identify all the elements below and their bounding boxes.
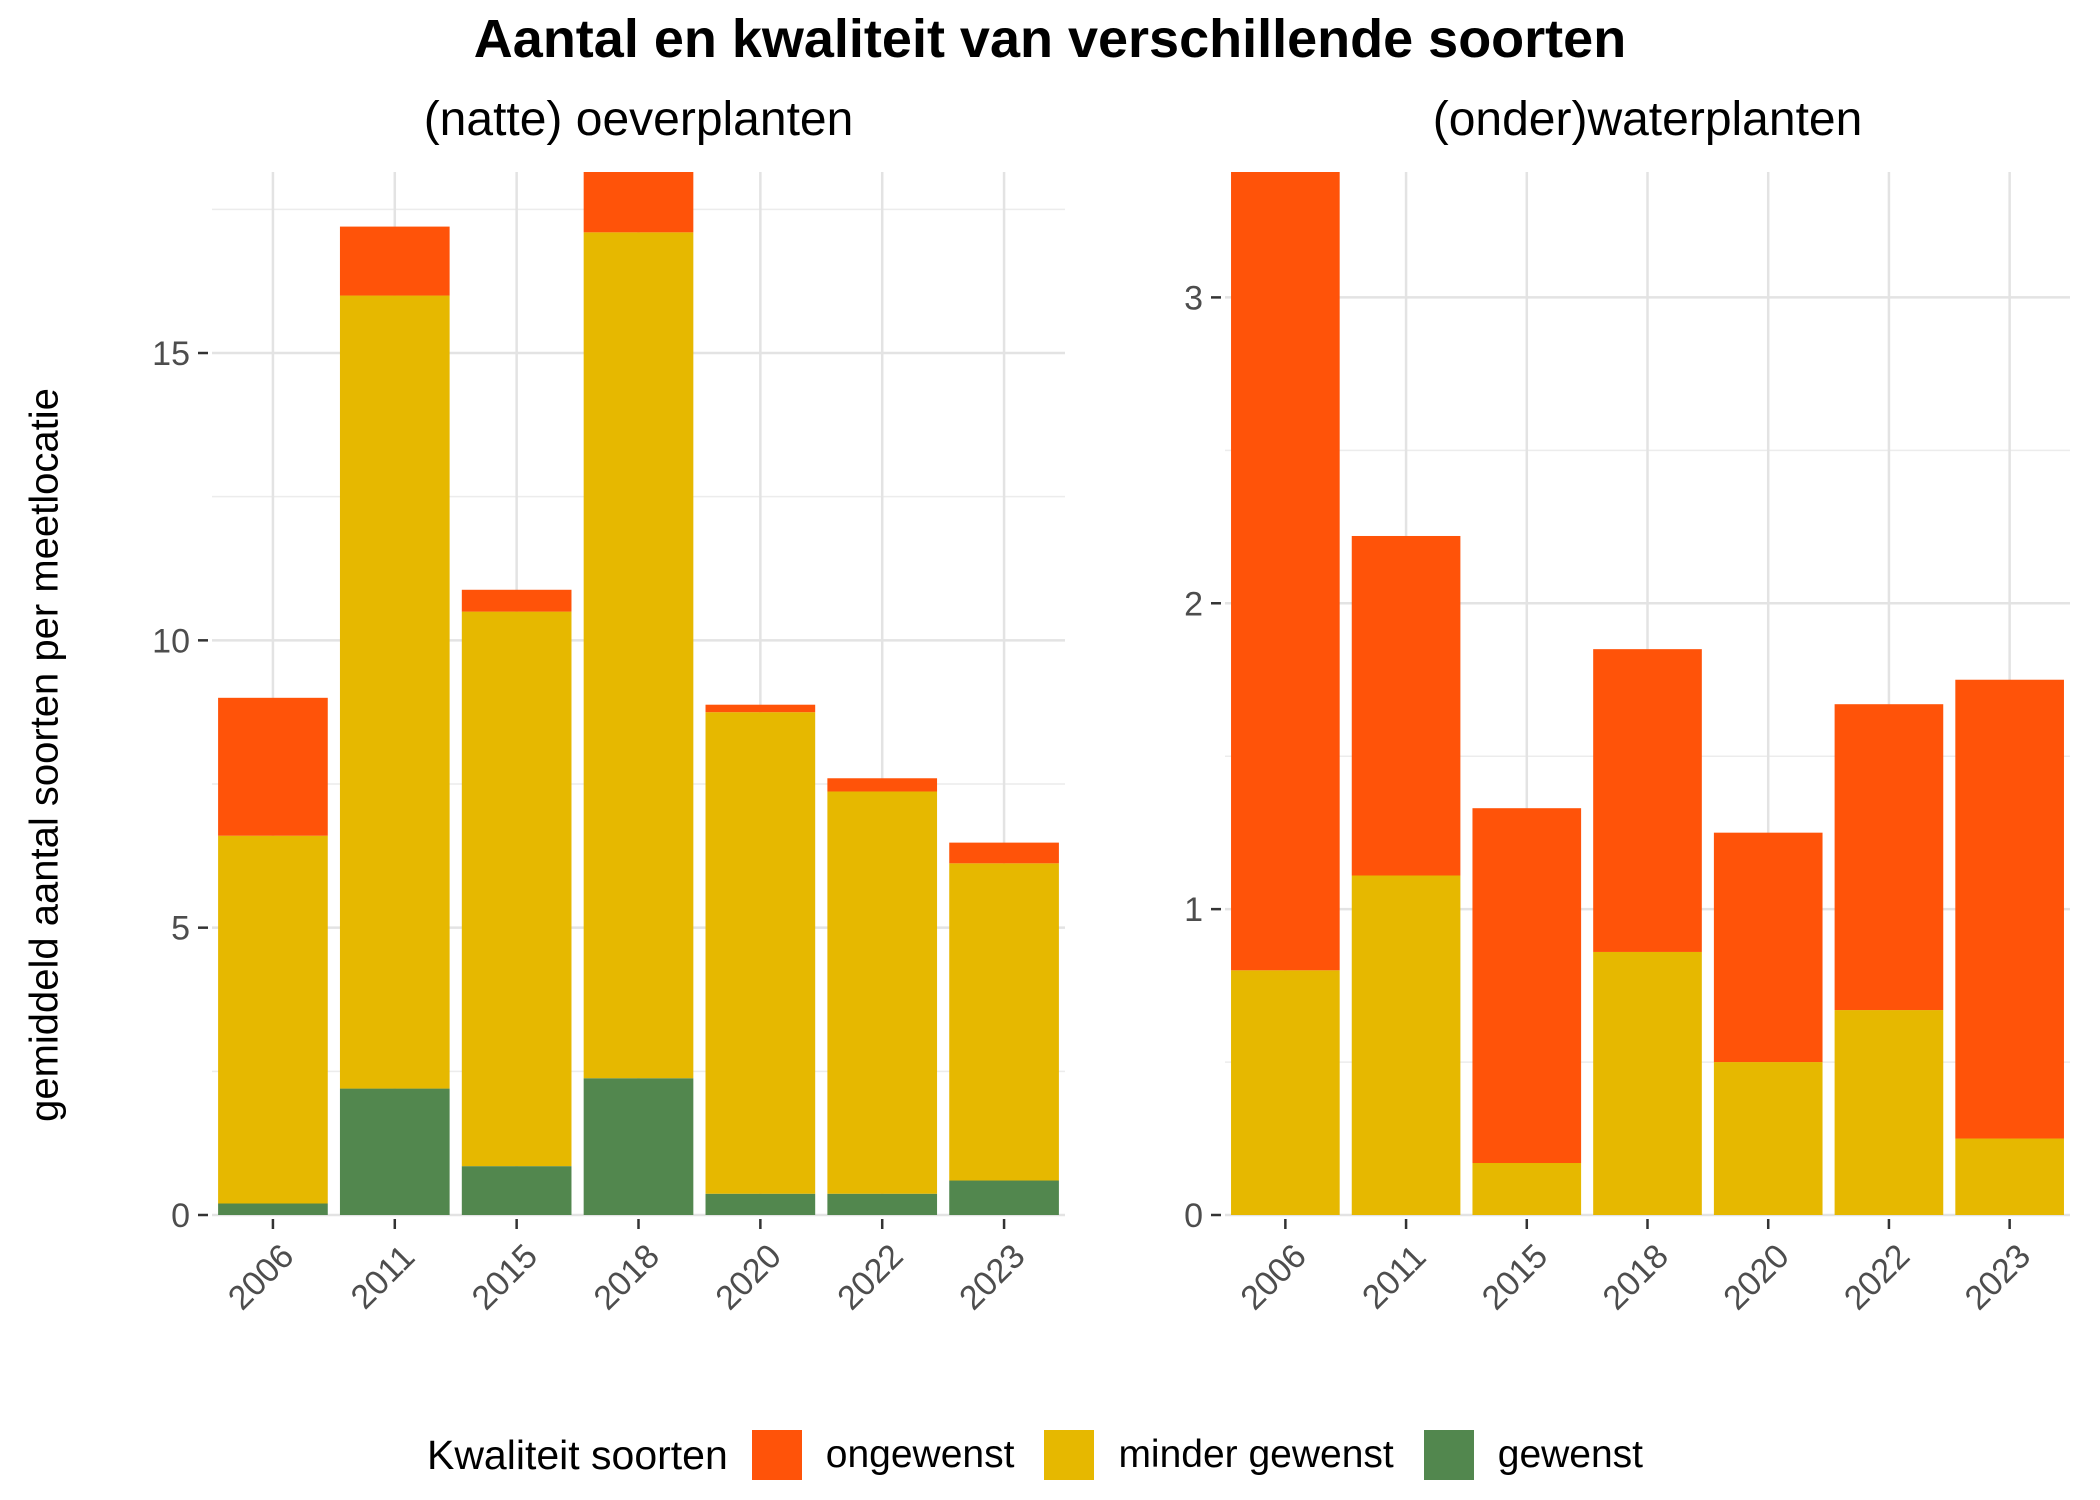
bar-2018-ongewenst [1593,649,1702,952]
panel-oeverplanten: (natte) oeverplanten 0 5 10 15 2006 2011 2015 20… [152,93,1065,1317]
bar-2023-ongewenst [949,842,1059,864]
bar-2023-ongewenst [1955,679,2064,1139]
bar-2022-ongewenst [1834,704,1944,1011]
bar-2015-gewenst [461,1166,572,1215]
bar-2006-ongewenst [218,697,328,836]
legend-key-ongewenst [751,1430,802,1480]
bar-2011-ongewenst [1351,535,1461,876]
legend-item-minder-gewenst: minder gewenst [1044,1430,1394,1480]
legend-item-ongewenst: ongewenst [751,1430,1015,1480]
legend-label-gewenst: gewenst [1497,1433,1644,1476]
bar-2020-ongewenst [1713,832,1823,1063]
bar-2022-minder-gewenst [1834,1010,1944,1215]
bar-2015-ongewenst [1472,808,1582,1164]
x-tick-label: 2022 [830,1237,910,1317]
x-tick-label: 2023 [952,1237,1032,1317]
panel-title: (natte) oeverplanten [424,93,854,146]
bar-2015-minder-gewenst [461,611,572,1167]
bar-2020-minder-gewenst [705,712,816,1194]
legend-item-gewenst: gewenst [1423,1430,1644,1480]
x-tick-label: 2011 [1355,1238,1434,1317]
bar-2006-gewenst [218,1203,328,1215]
bar-2015-minder-gewenst [1472,1163,1582,1215]
y-tick-label: 5 [171,910,190,948]
y-tick-label: 15 [152,335,190,373]
bar-2006-minder-gewenst [218,835,328,1204]
x-tick-label: 2011 [344,1238,423,1317]
bar-2023-gewenst [949,1180,1059,1215]
bar-2018-gewenst [583,1078,694,1215]
x-tick-label: 2022 [1837,1237,1917,1317]
bar-2011-gewenst [339,1088,450,1215]
y-tick-label: 1 [1184,891,1203,929]
y-tick-label: 0 [171,1197,190,1235]
legend-label-ongewenst: ongewenst [825,1433,1015,1476]
legend-key-gewenst [1423,1430,1474,1480]
x-tick-label: 2018 [587,1237,667,1317]
x-tick-label: 2020 [708,1237,788,1317]
x-tick-label: 2023 [1958,1237,2038,1317]
chart-title: Aantal en kwaliteit van verschillende so… [473,9,1627,69]
bar-2020-ongewenst [705,704,816,713]
y-tick-label: 10 [152,622,190,660]
x-tick-label: 2006 [1233,1237,1313,1317]
y-tick-label: 0 [1184,1197,1203,1235]
bar-2022-gewenst [827,1193,938,1215]
bar-2018-ongewenst [583,172,694,233]
x-tick-label: 2015 [465,1237,545,1317]
bar-2018-minder-gewenst [583,232,694,1079]
y-tick-label: 3 [1184,279,1203,317]
panel-waterplanten: (onder)waterplanten 0 1 2 3 2006 2011 2015 2018 2… [1184,93,2070,1317]
bar-2022-ongewenst [827,778,938,792]
bar-2023-minder-gewenst [1955,1138,2064,1215]
bar-2011-ongewenst [339,226,450,296]
x-tick-label: 2020 [1716,1237,1796,1317]
bar-2022-minder-gewenst [827,791,938,1194]
x-tick-label: 2018 [1596,1237,1676,1317]
legend-key-minder-gewenst [1044,1430,1095,1480]
panel-title: (onder)waterplanten [1433,93,1863,146]
bar-2011-minder-gewenst [339,295,450,1089]
y-tick-label: 2 [1184,585,1203,623]
legend-label-minder-gewenst: minder gewenst [1118,1433,1394,1476]
x-tick-label: 2015 [1475,1237,1555,1317]
bar-2015-ongewenst [461,589,572,612]
bar-2006-minder-gewenst [1231,970,1340,1215]
bar-2006-ongewenst [1231,172,1340,971]
bar-2018-minder-gewenst [1593,951,1702,1215]
x-tick-label: 2006 [221,1237,301,1317]
bar-2020-minder-gewenst [1713,1062,1823,1215]
legend-title: Kwaliteit soorten [426,1431,728,1478]
bar-2023-minder-gewenst [949,863,1059,1181]
legend: Kwaliteit soorten ongewenst minder gewen… [0,1430,2100,1480]
bar-2011-minder-gewenst [1351,875,1461,1215]
bar-2020-gewenst [705,1193,816,1215]
